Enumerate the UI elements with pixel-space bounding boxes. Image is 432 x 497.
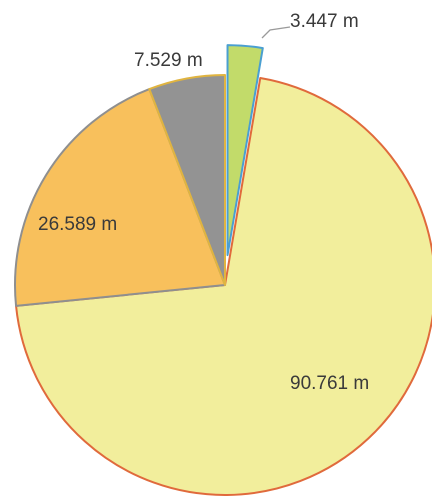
data-label-slice-1: 3.447 m [290, 11, 359, 32]
data-label-slice-4: 7.529 m [134, 50, 203, 71]
leader-line-slice-1 [261, 26, 291, 39]
pie-slice-1 [226, 44, 264, 257]
data-label-slice-3: 26.589 m [38, 214, 117, 235]
pie-slices [14, 44, 432, 496]
pie-slice-4 [148, 74, 226, 286]
pie-slice-3 [14, 88, 226, 307]
pie-slice-2 [15, 76, 432, 496]
data-label-slice-2: 90.761 m [290, 373, 369, 394]
